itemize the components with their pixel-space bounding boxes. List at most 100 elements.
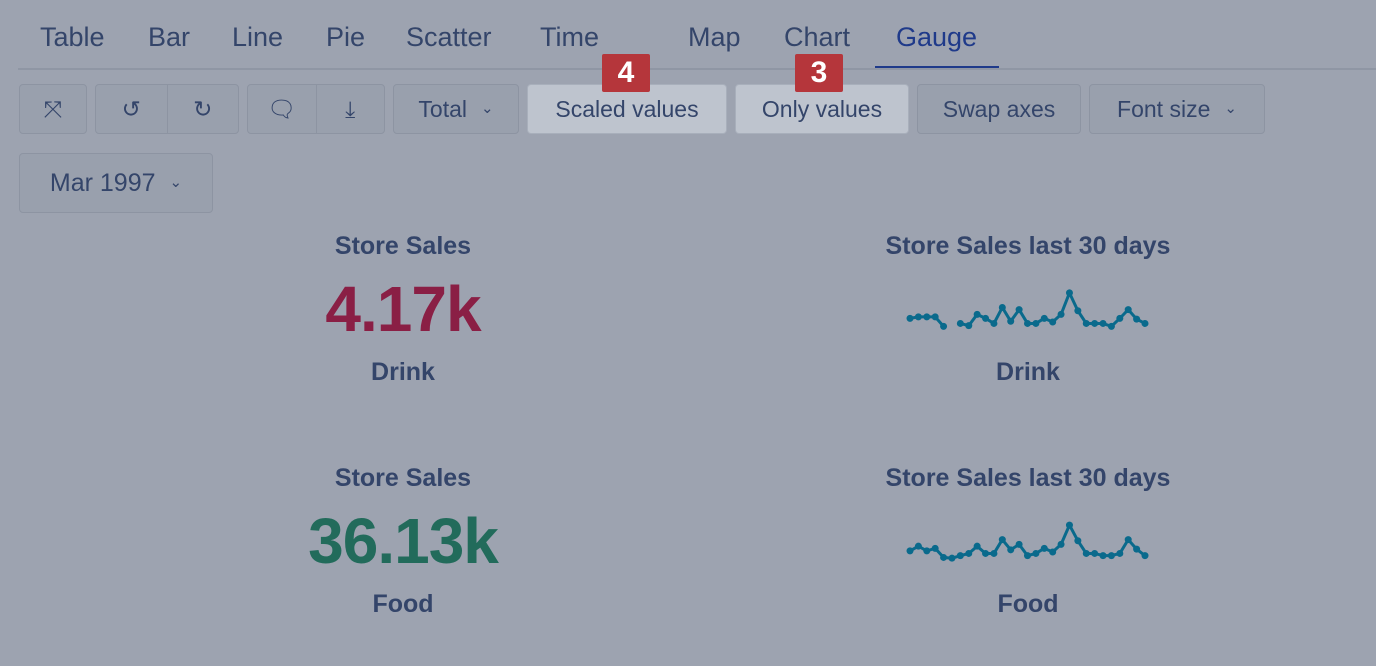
- annotation-badge-3: 3: [795, 54, 843, 92]
- undo-button[interactable]: ↺: [96, 85, 167, 133]
- sparkline-point: [1057, 310, 1065, 318]
- sparkline-point: [1082, 319, 1090, 327]
- sparkline-point: [1116, 549, 1124, 557]
- export-button[interactable]: ⤓: [315, 85, 385, 133]
- sparkline-point: [982, 314, 990, 322]
- sparkline-point: [940, 553, 948, 561]
- sparkline-point: [1141, 319, 1149, 327]
- sparkline-point: [1082, 549, 1090, 557]
- sparkline-point: [931, 313, 939, 321]
- comment-button[interactable]: 🗨: [248, 85, 316, 133]
- sparkline-point: [940, 322, 948, 330]
- gauge-value: 4.17k: [325, 273, 481, 345]
- sparkline-point: [931, 544, 939, 552]
- period-label: Mar 1997: [49, 169, 156, 197]
- sparkline-food: [906, 521, 1149, 562]
- sparkline-title: Store Sales last 30 days: [885, 232, 1171, 260]
- view-tabs: Table Bar Line Pie Scatter Time Map Char…: [18, 0, 1376, 70]
- sparkline-point: [948, 554, 956, 562]
- sparkline-point: [1024, 319, 1031, 327]
- font-size-label: Font size: [1117, 96, 1211, 122]
- expand-icon: ⤧: [43, 96, 63, 122]
- tab-bar[interactable]: Bar: [148, 22, 191, 52]
- gauge-label: Food: [372, 590, 434, 618]
- sparkline-point: [1015, 540, 1023, 548]
- gauge-value: 36.13k: [308, 505, 499, 577]
- sparkline-point: [1099, 319, 1107, 327]
- sparkline-title: Store Sales last 30 days: [885, 464, 1171, 492]
- sparkline-point: [914, 542, 922, 550]
- sparkline-drink: [906, 289, 1149, 330]
- tab-line[interactable]: Line: [232, 22, 284, 52]
- sparkline-point: [1091, 319, 1099, 327]
- sparkline-point: [1107, 322, 1115, 330]
- sparkline-point: [1133, 545, 1141, 553]
- comment-export-group: 🗨 ⤓: [247, 84, 385, 134]
- sparkline-point: [956, 319, 964, 327]
- total-label: Total: [418, 96, 467, 122]
- redo-button[interactable]: ↻: [166, 85, 239, 133]
- sparkline-point: [990, 319, 998, 327]
- tab-pie[interactable]: Pie: [326, 22, 366, 52]
- sparkline-point: [1057, 540, 1065, 548]
- sparkline-point: [973, 542, 981, 550]
- sparkline-point: [965, 322, 973, 330]
- sparkline-point: [1024, 552, 1031, 560]
- sparkline-point: [998, 303, 1006, 311]
- sparkline-point: [1074, 307, 1082, 315]
- gauge-label: Drink: [371, 358, 435, 386]
- period-dropdown[interactable]: Mar 1997 ⌄: [19, 153, 213, 213]
- comment-icon: 🗨: [267, 96, 297, 122]
- tab-scatter[interactable]: Scatter: [406, 22, 492, 52]
- sparkline-point: [1015, 306, 1023, 314]
- sparkline-point: [1124, 306, 1132, 314]
- swap-axes-button[interactable]: Swap axes: [917, 84, 1081, 134]
- sparkline-point: [1091, 549, 1099, 557]
- sparkline-point: [990, 549, 998, 557]
- only-values-button[interactable]: Only values: [735, 84, 909, 134]
- sparkline-point: [1107, 552, 1115, 560]
- sparkline-point: [1124, 536, 1132, 544]
- sparkline-point: [1049, 548, 1057, 556]
- active-tab-indicator: [875, 66, 999, 68]
- sparkline-point: [906, 547, 914, 555]
- sparkline-point: [965, 549, 973, 557]
- font-size-dropdown[interactable]: Font size ⌄: [1089, 84, 1265, 134]
- sparkline-point: [906, 314, 914, 322]
- sparkline-point: [1074, 537, 1082, 545]
- sparkline-label: Food: [997, 590, 1059, 618]
- sparkline-point: [923, 547, 931, 555]
- sparkline-point: [1032, 319, 1040, 327]
- sparkline-point: [982, 549, 990, 557]
- tab-table[interactable]: Table: [40, 22, 105, 52]
- sparkline-point: [1116, 314, 1124, 322]
- download-icon: ⤓: [345, 96, 356, 122]
- tab-gauge[interactable]: Gauge: [896, 22, 978, 52]
- sparkline-point: [1065, 521, 1073, 529]
- sparkline-point: [1040, 314, 1048, 322]
- annotation-badge-4: 4: [602, 54, 650, 92]
- scaled-values-button[interactable]: Scaled values: [527, 84, 727, 134]
- total-dropdown[interactable]: Total ⌄: [393, 84, 519, 134]
- sparkline-point: [973, 310, 981, 318]
- undo-redo-group: ↺ ↻: [95, 84, 239, 134]
- fullscreen-button[interactable]: ⤧: [19, 84, 87, 134]
- sparkline-point: [1032, 549, 1040, 557]
- sparkline-label: Drink: [996, 358, 1060, 386]
- gauge-title: Store Sales: [334, 232, 472, 260]
- undo-icon: ↺: [121, 96, 141, 122]
- chevron-down-icon: ⌄: [169, 174, 183, 191]
- tab-time[interactable]: Time: [540, 22, 599, 52]
- chevron-down-icon: ⌄: [481, 100, 494, 117]
- tab-map[interactable]: Map: [688, 22, 741, 52]
- sparkline-point: [923, 313, 931, 321]
- sparkline-point: [956, 552, 964, 560]
- sparkline-point: [998, 536, 1006, 544]
- sparkline-point: [1007, 317, 1015, 325]
- sparkline-point: [1007, 546, 1015, 554]
- sparkline-point: [1040, 544, 1048, 552]
- sparkline-point: [914, 313, 922, 321]
- tab-chart[interactable]: Chart: [784, 22, 851, 52]
- sparkline-point: [1099, 552, 1107, 560]
- gauge-title: Store Sales: [334, 464, 472, 492]
